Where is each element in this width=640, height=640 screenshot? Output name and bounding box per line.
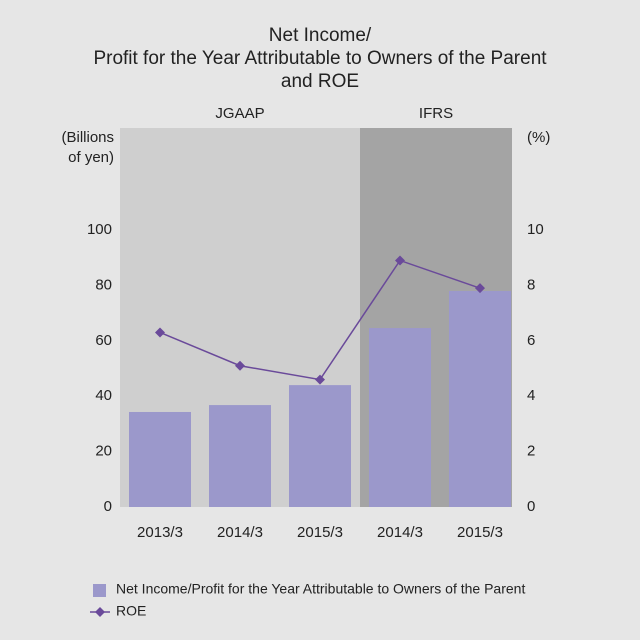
bar [369,328,431,507]
section-label: IFRS [419,105,453,122]
x-tick-label: 2014/3 [217,524,263,541]
legend-marker [95,607,105,617]
y2-tick-label: 10 [527,221,544,238]
y-tick-label: 0 [104,498,112,515]
x-tick-label: 2014/3 [377,524,423,541]
chart-title: and ROE [281,71,359,92]
y-axis-label: (Billions [61,129,114,146]
y-tick-label: 100 [87,221,112,238]
marker [475,283,485,294]
chart-title: Profit for the Year Attributable to Owne… [93,48,547,69]
bar [129,411,191,507]
y-tick-label: 40 [95,387,112,404]
x-tick-label: 2015/3 [297,524,343,541]
y2-tick-label: 0 [527,498,535,515]
marker [155,327,165,338]
y2-tick-label: 2 [527,443,535,460]
y-tick-label: 60 [95,332,112,349]
legend-label: ROE [116,603,146,619]
legend-swatch [93,584,106,597]
chart-title: Net Income/ [269,25,372,46]
y2-tick-label: 4 [527,387,535,404]
x-tick-label: 2013/3 [137,524,183,541]
marker [395,255,405,266]
bar [289,385,351,507]
bar [449,290,511,507]
y-tick-label: 80 [95,276,112,293]
bar [209,405,271,507]
marker [235,360,245,371]
y2-axis-label: (%) [527,129,550,146]
y-axis-label: of yen) [68,149,114,166]
y2-tick-label: 6 [527,332,535,349]
legend-label: Net Income/Profit for the Year Attributa… [116,581,525,597]
x-tick-label: 2015/3 [457,524,503,541]
y2-tick-label: 8 [527,276,535,293]
section-label: JGAAP [215,105,264,122]
marker [315,374,325,385]
y-tick-label: 20 [95,443,112,460]
